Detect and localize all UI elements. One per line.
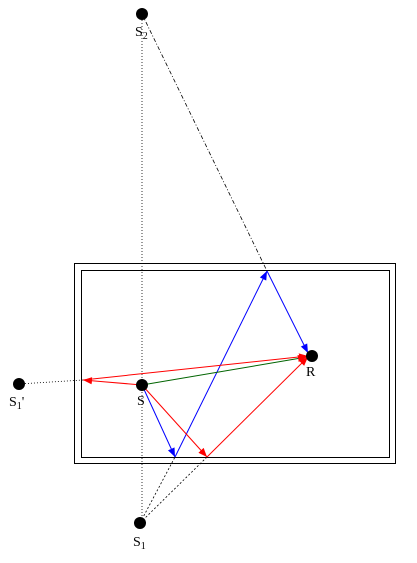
blue-ray [266, 270, 309, 354]
red-ray [141, 384, 208, 458]
node-label: S [137, 394, 145, 409]
point [134, 517, 146, 529]
image-ray [18, 379, 84, 385]
node-label: S1' [9, 395, 24, 412]
direct-ray [141, 354, 308, 386]
point [136, 8, 148, 20]
red-ray [206, 356, 309, 458]
image-ray [139, 456, 176, 524]
node-label: S2 [135, 25, 148, 42]
point [13, 378, 25, 390]
outer-wall [74, 263, 396, 464]
image-ray [141, 13, 268, 272]
node-label: R [306, 365, 316, 380]
blue-ray [174, 270, 268, 458]
red-ray [82, 353, 309, 381]
point [136, 379, 148, 391]
inner-wall [81, 270, 390, 458]
red-ray [82, 377, 143, 386]
blue-ray [141, 384, 176, 458]
point [306, 350, 318, 362]
node-label: S1 [133, 535, 146, 552]
image-ray [139, 456, 208, 524]
